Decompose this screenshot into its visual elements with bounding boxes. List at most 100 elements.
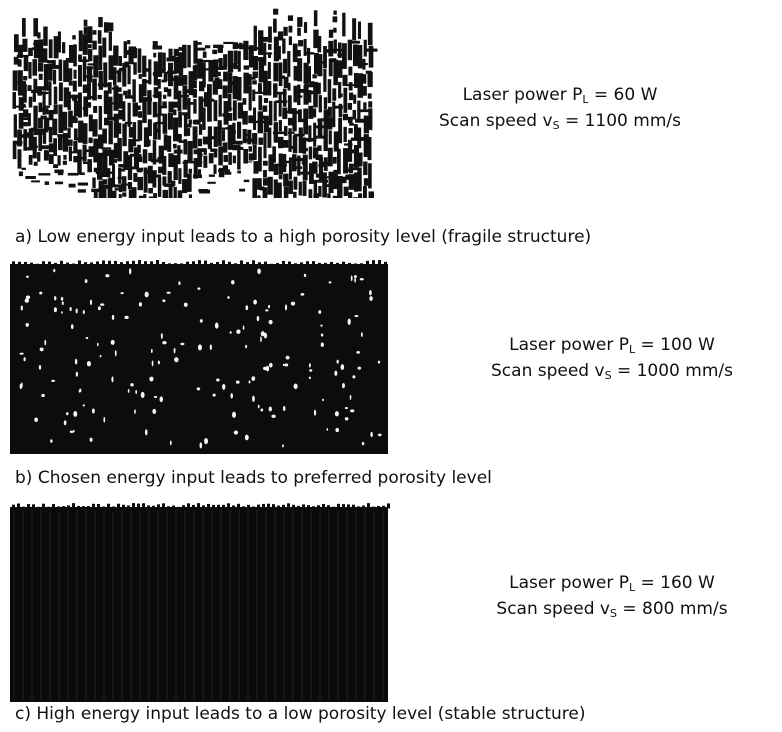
pore (70, 307, 72, 311)
scan-track (158, 115, 161, 139)
scan-track (303, 181, 307, 196)
scan-track (84, 20, 88, 27)
scan-track (122, 101, 125, 121)
scan-track (83, 34, 88, 55)
scan-track (153, 53, 156, 58)
melt-bridge (179, 79, 185, 82)
edge-notch (177, 507, 180, 512)
melt-bridge (179, 140, 185, 143)
pore (236, 380, 240, 383)
scan-track (153, 102, 158, 117)
pore (257, 268, 261, 274)
edge-notch (257, 505, 260, 510)
scan-track (272, 146, 276, 162)
scan-track (312, 108, 316, 117)
pore (197, 287, 200, 289)
melt-bridge (136, 168, 143, 172)
melt-bridge (291, 146, 295, 149)
edge-notch (292, 505, 295, 510)
melt-bridge (316, 158, 322, 160)
edge-notch (66, 263, 69, 267)
scan-track (334, 131, 339, 151)
scan-track (337, 60, 342, 77)
melt-bridge (45, 106, 50, 108)
parameter-line: Laser power PL = 100 W (491, 332, 733, 358)
melt-bridge (209, 174, 215, 176)
scan-track (143, 149, 148, 163)
scan-track (307, 66, 311, 83)
melt-bridge (31, 128, 37, 132)
edge-notch (167, 506, 170, 511)
pore (151, 349, 153, 353)
scan-track (333, 157, 337, 164)
pore (204, 438, 208, 444)
scan-track (267, 127, 271, 147)
pore (352, 375, 355, 378)
melt-bridge (171, 181, 175, 184)
scan-track (358, 193, 362, 198)
pore (283, 364, 285, 366)
melt-bridge (305, 138, 316, 141)
scan-track (123, 91, 127, 96)
melt-bridge (250, 64, 257, 67)
edge-notch (72, 503, 75, 508)
scan-track (69, 147, 72, 162)
scan-track (138, 48, 142, 72)
scan-track (252, 90, 255, 102)
scan-track (38, 63, 43, 72)
scan-track (44, 150, 49, 160)
edge-notch (307, 505, 310, 510)
scan-track (283, 89, 287, 107)
scan-track (189, 119, 192, 124)
pore (345, 407, 348, 409)
micrograph-b (10, 260, 388, 454)
scan-track (118, 94, 122, 109)
scan-track (297, 17, 302, 27)
edge-notch (54, 263, 57, 267)
scan-track (238, 51, 241, 72)
scan-track (129, 190, 133, 198)
scan-track (283, 59, 287, 74)
scan-track (118, 110, 122, 120)
pore (378, 361, 380, 364)
melt-bridge (273, 132, 285, 135)
melt-bridge (218, 66, 227, 70)
scan-track (92, 41, 96, 50)
scan-track (314, 10, 318, 26)
melt-bridge (247, 134, 252, 136)
scan-track (283, 174, 288, 187)
pore (100, 303, 104, 305)
micrograph-c (10, 503, 390, 702)
scan-track (143, 194, 146, 198)
edge-notch (157, 504, 160, 509)
scan-track (58, 31, 61, 52)
scan-track (138, 111, 142, 118)
melt-bridge (131, 167, 137, 170)
pore (83, 310, 85, 314)
scan-track (288, 118, 293, 126)
pore (282, 444, 284, 447)
melt-bridge (253, 121, 265, 123)
edge-notch (147, 505, 150, 510)
scan-track (158, 79, 161, 89)
melt-bridge (31, 90, 39, 93)
pore (345, 417, 349, 420)
scan-track (368, 93, 372, 98)
scan-track (43, 131, 46, 144)
scan-track (113, 46, 118, 66)
melt-bridge (210, 136, 216, 139)
pore (161, 333, 163, 339)
scan-track (112, 164, 115, 188)
pore (229, 331, 231, 334)
scan-track (38, 118, 43, 128)
micrograph-a (12, 9, 377, 198)
melt-bridge (105, 150, 117, 154)
pore (356, 351, 360, 354)
param-label: Scan speed v (491, 361, 605, 381)
scan-track (147, 140, 151, 146)
pore (50, 439, 53, 443)
pore (44, 340, 46, 345)
edge-notch (357, 506, 360, 511)
scan-track (312, 162, 317, 174)
scan-track (274, 101, 277, 121)
